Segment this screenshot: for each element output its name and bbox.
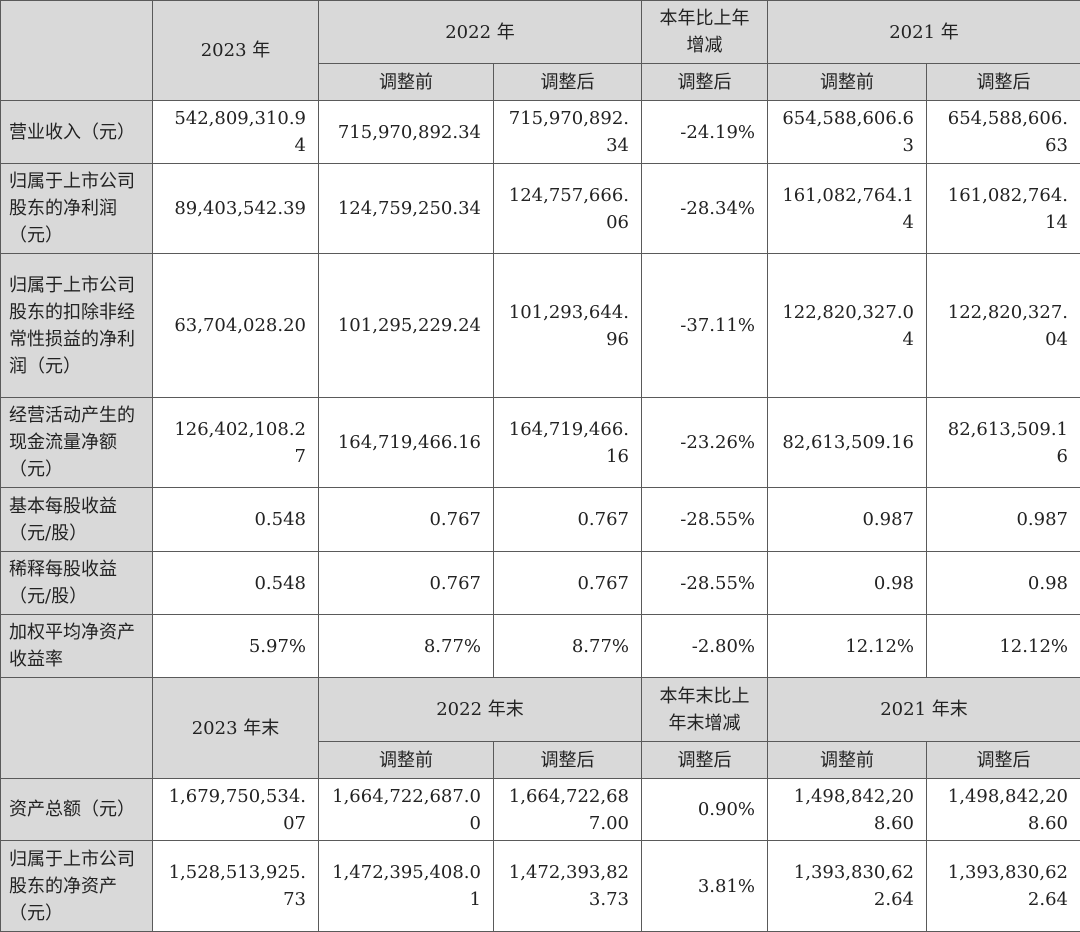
value-cell: 0.767 xyxy=(494,552,642,615)
value-cell: 5.97% xyxy=(153,615,319,678)
value-cell: 122,820,327.04 xyxy=(768,254,927,398)
value-cell: -28.55% xyxy=(642,552,768,615)
value-cell: 8.77% xyxy=(494,615,642,678)
header-prior-year: 2022 年 xyxy=(319,1,642,64)
header-two-years-prior: 2021 年 xyxy=(768,1,1080,64)
row-label: 经营活动产生的现金流量净额（元） xyxy=(1,398,153,488)
value-cell: 3.81% xyxy=(642,841,768,932)
subheader-cell: 调整后 xyxy=(642,742,768,779)
value-cell: 1,472,395,408.01 xyxy=(319,841,494,932)
corner-cell xyxy=(1,678,153,779)
subheader-cell: 调整后 xyxy=(927,64,1080,101)
header-current-year: 2023 年末 xyxy=(153,678,319,779)
row-label: 基本每股收益（元/股） xyxy=(1,488,153,552)
value-cell: -23.26% xyxy=(642,398,768,488)
corner-cell xyxy=(1,1,153,101)
value-cell: 164,719,466.16 xyxy=(319,398,494,488)
value-cell: 0.767 xyxy=(494,488,642,552)
value-cell: -37.11% xyxy=(642,254,768,398)
value-cell: 124,757,666.06 xyxy=(494,164,642,254)
subheader-cell: 调整后 xyxy=(494,742,642,779)
value-cell: 0.98 xyxy=(768,552,927,615)
value-cell: 12.12% xyxy=(927,615,1080,678)
value-cell: 161,082,764.14 xyxy=(927,164,1080,254)
value-cell: 126,402,108.27 xyxy=(153,398,319,488)
value-cell: 1,664,722,687.00 xyxy=(319,779,494,841)
value-cell: 89,403,542.39 xyxy=(153,164,319,254)
value-cell: 101,295,229.24 xyxy=(319,254,494,398)
row-label: 归属于上市公司股东的净利润（元） xyxy=(1,164,153,254)
value-cell: -28.34% xyxy=(642,164,768,254)
value-cell: -28.55% xyxy=(642,488,768,552)
row-label: 归属于上市公司股东的净资产（元） xyxy=(1,841,153,932)
value-cell: 122,820,327.04 xyxy=(927,254,1080,398)
subheader-cell: 调整后 xyxy=(642,64,768,101)
header-change: 本年比上年增减 xyxy=(642,1,768,64)
subheader-cell: 调整前 xyxy=(319,742,494,779)
row-label: 稀释每股收益（元/股） xyxy=(1,552,153,615)
value-cell: 12.12% xyxy=(768,615,927,678)
value-cell: -24.19% xyxy=(642,101,768,164)
value-cell: 8.77% xyxy=(319,615,494,678)
value-cell: -2.80% xyxy=(642,615,768,678)
value-cell: 82,613,509.16 xyxy=(768,398,927,488)
row-label: 加权平均净资产收益率 xyxy=(1,615,153,678)
value-cell: 654,588,606.63 xyxy=(927,101,1080,164)
value-cell: 1,664,722,687.00 xyxy=(494,779,642,841)
value-cell: 0.548 xyxy=(153,488,319,552)
value-cell: 1,528,513,925.73 xyxy=(153,841,319,932)
value-cell: 0.548 xyxy=(153,552,319,615)
value-cell: 82,613,509.16 xyxy=(927,398,1080,488)
value-cell: 161,082,764.14 xyxy=(768,164,927,254)
value-cell: 63,704,028.20 xyxy=(153,254,319,398)
row-label: 资产总额（元） xyxy=(1,779,153,841)
value-cell: 0.987 xyxy=(768,488,927,552)
value-cell: 124,759,250.34 xyxy=(319,164,494,254)
row-label: 营业收入（元） xyxy=(1,101,153,164)
value-cell: 0.767 xyxy=(319,488,494,552)
value-cell: 1,498,842,208.60 xyxy=(768,779,927,841)
value-cell: 715,970,892.34 xyxy=(319,101,494,164)
value-cell: 0.767 xyxy=(319,552,494,615)
value-cell: 1,498,842,208.60 xyxy=(927,779,1080,841)
value-cell: 0.987 xyxy=(927,488,1080,552)
value-cell: 1,393,830,622.64 xyxy=(927,841,1080,932)
subheader-cell: 调整前 xyxy=(768,64,927,101)
header-two-years-prior: 2021 年末 xyxy=(768,678,1080,742)
value-cell: 164,719,466.16 xyxy=(494,398,642,488)
value-cell: 101,293,644.96 xyxy=(494,254,642,398)
row-label: 归属于上市公司股东的扣除非经常性损益的净利润（元） xyxy=(1,254,153,398)
value-cell: 715,970,892.34 xyxy=(494,101,642,164)
value-cell: 1,679,750,534.07 xyxy=(153,779,319,841)
value-cell: 0.98 xyxy=(927,552,1080,615)
value-cell: 654,588,606.63 xyxy=(768,101,927,164)
subheader-cell: 调整前 xyxy=(319,64,494,101)
subheader-cell: 调整后 xyxy=(494,64,642,101)
subheader-cell: 调整后 xyxy=(927,742,1080,779)
value-cell: 542,809,310.94 xyxy=(153,101,319,164)
header-change: 本年末比上年末增减 xyxy=(642,678,768,742)
value-cell: 1,393,830,622.64 xyxy=(768,841,927,932)
header-prior-year: 2022 年末 xyxy=(319,678,642,742)
value-cell: 1,472,393,823.73 xyxy=(494,841,642,932)
header-current-year: 2023 年 xyxy=(153,1,319,101)
value-cell: 0.90% xyxy=(642,779,768,841)
subheader-cell: 调整前 xyxy=(768,742,927,779)
